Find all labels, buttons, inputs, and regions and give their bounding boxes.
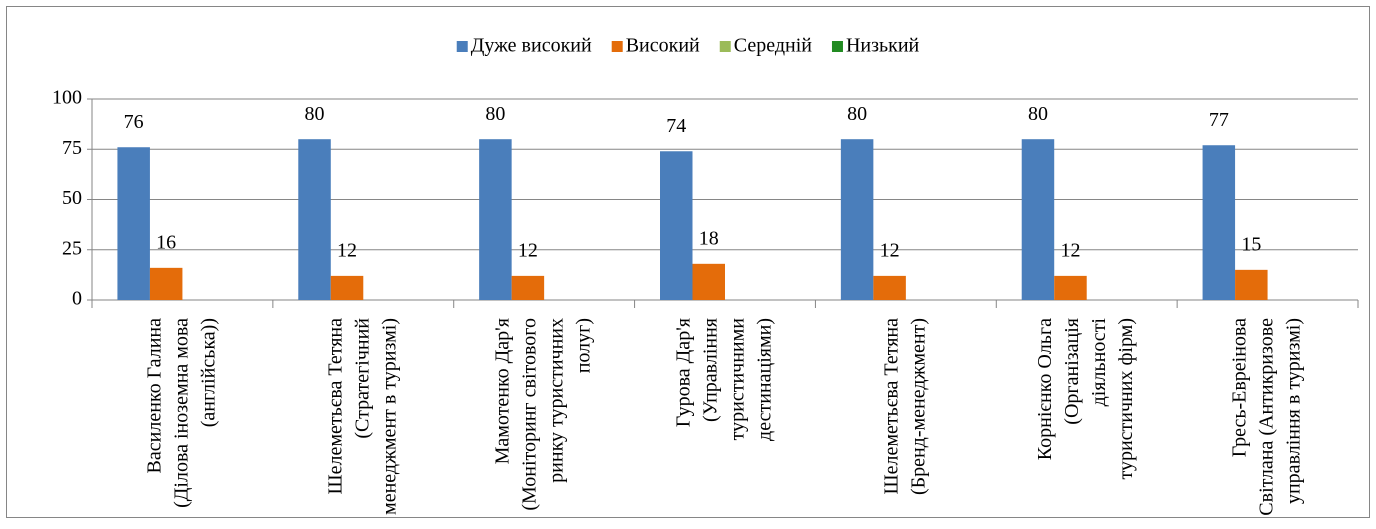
legend-label: Низький bbox=[846, 35, 920, 57]
x-tick-label: Гресь-Евреінова Світлана (Антикризове упра… bbox=[1228, 318, 1304, 516]
bar bbox=[330, 275, 364, 300]
y-tick-label: 100 bbox=[52, 87, 82, 109]
bar bbox=[1235, 269, 1268, 300]
data-label: 77 bbox=[1209, 109, 1229, 131]
bar bbox=[1202, 145, 1236, 300]
bar bbox=[660, 151, 693, 300]
data-label: 74 bbox=[666, 115, 686, 137]
bar bbox=[1054, 275, 1087, 300]
bar bbox=[149, 267, 183, 300]
data-label: 12 bbox=[518, 239, 538, 261]
data-label: 80 bbox=[1028, 103, 1048, 125]
x-tick-label-group: Шелеметьєва Тетяна (Бренд-менеджмент) bbox=[880, 318, 929, 495]
bar bbox=[479, 139, 512, 300]
legend-swatch bbox=[456, 41, 468, 52]
x-tick-label: Василенко Галина (Ділова іноземна мова (ан… bbox=[143, 318, 219, 508]
data-label: 16 bbox=[156, 231, 176, 253]
y-tick-label: 25 bbox=[62, 237, 82, 259]
y-tick-label: 50 bbox=[62, 187, 82, 209]
data-label: 15 bbox=[1241, 233, 1261, 255]
x-tick-label: Шелеметьєва Тетяна (Бренд-менеджмент) bbox=[880, 318, 929, 495]
bar bbox=[692, 263, 725, 300]
data-label: 12 bbox=[1060, 239, 1080, 261]
x-tick-label-group: Корнієнко Ольга (Організація діяльності тур… bbox=[1034, 318, 1137, 480]
data-label: 80 bbox=[847, 103, 867, 125]
bar bbox=[840, 139, 874, 300]
data-label: 18 bbox=[699, 227, 719, 249]
data-label: 12 bbox=[880, 239, 900, 261]
legend-swatch bbox=[831, 41, 843, 52]
bar bbox=[1021, 139, 1055, 300]
y-tick-label: 0 bbox=[72, 288, 82, 310]
x-tick-label-group: Шелеметьєва Тетяна (Стратегічний менеджмен… bbox=[324, 318, 400, 515]
legend-swatch bbox=[611, 41, 623, 52]
x-tick-label-group: Гресь-Евреінова Світлана (Антикризове упра… bbox=[1228, 318, 1304, 516]
x-tick-label: Мамотенко Дар'я (Моніторинг світового ринк… bbox=[491, 318, 594, 511]
legend-label: Середній bbox=[734, 35, 813, 57]
legend-swatch bbox=[719, 41, 731, 52]
data-label: 80 bbox=[305, 103, 325, 125]
x-tick-label: Шелеметьєва Тетяна (Стратегічний менеджмен… bbox=[324, 318, 400, 515]
x-tick-label-group: Гурова Дар'я (Управління туристичними дести… bbox=[672, 318, 775, 441]
y-tick-label: 75 bbox=[62, 137, 82, 159]
legend: Дуже високий Високий Середній Низький bbox=[456, 35, 920, 57]
bar bbox=[298, 139, 331, 300]
bar bbox=[873, 275, 906, 300]
x-tick-label: Корнієнко Ольга (Організація діяльності тур… bbox=[1034, 318, 1137, 480]
legend-label: Дуже високий bbox=[471, 35, 592, 57]
x-tick-label-group: Мамотенко Дар'я (Моніторинг світового ринк… bbox=[491, 318, 594, 511]
bar bbox=[511, 275, 545, 300]
data-label: 80 bbox=[485, 103, 505, 125]
x-tick-label-group: Василенко Галина (Ділова іноземна мова (ан… bbox=[143, 318, 219, 508]
bar bbox=[117, 147, 150, 300]
data-label: 76 bbox=[124, 111, 144, 133]
x-tick-label: Гурова Дар'я (Управління туристичними дести… bbox=[672, 318, 775, 441]
data-label: 12 bbox=[337, 239, 357, 261]
legend-label: Високий bbox=[626, 35, 700, 57]
